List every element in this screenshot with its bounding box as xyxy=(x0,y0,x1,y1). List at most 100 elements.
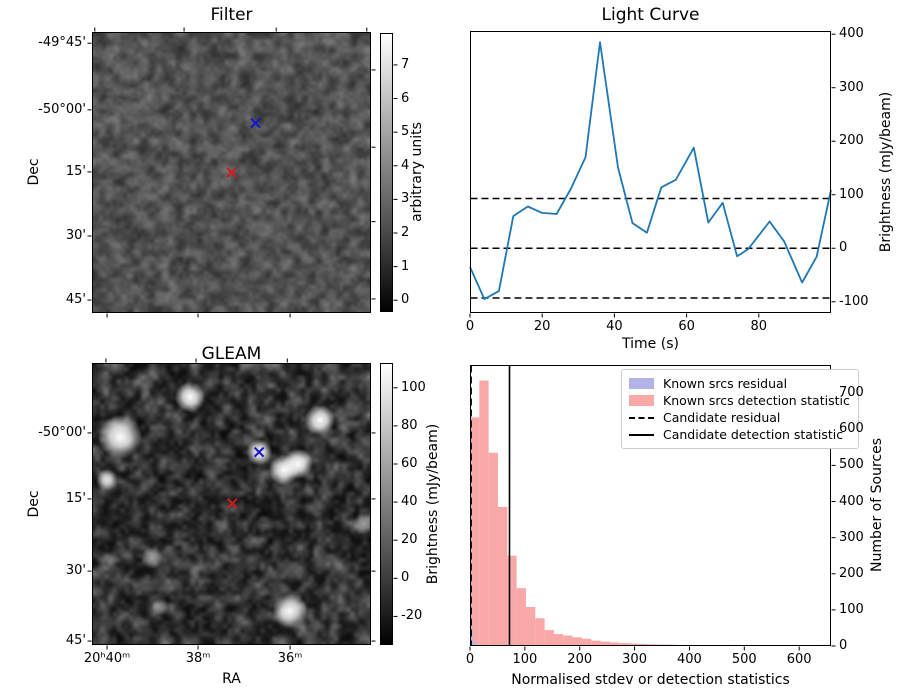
histogram-bar xyxy=(637,643,648,646)
lightcurve-xlabel: Time (s) xyxy=(622,336,679,352)
tick-label: 60 xyxy=(401,455,418,471)
histogram-frame xyxy=(470,365,831,646)
tick-label: 40 xyxy=(606,319,623,334)
tick-label: 200 xyxy=(839,565,864,581)
filter-title: Filter xyxy=(210,5,253,25)
histogram-bar xyxy=(470,627,473,646)
tick-label: 6 xyxy=(401,90,410,106)
tick-label: 80 xyxy=(401,417,418,433)
tick-label: 100 xyxy=(839,186,864,202)
legend: Known srcs residual Known srcs detection… xyxy=(621,369,859,449)
tick-label: 300 xyxy=(839,529,864,545)
tick-label: -50°00' xyxy=(38,424,86,440)
tick-label: 15' xyxy=(65,490,86,506)
histogram-bar xyxy=(516,588,526,646)
tick-label: 600 xyxy=(839,421,864,437)
tick-label: 1 xyxy=(401,258,410,274)
tick-label: 30' xyxy=(65,228,86,243)
gleam-colorbar xyxy=(380,363,393,645)
x-marker xyxy=(253,446,265,458)
candidate-detection-statistic-solid-line-swatch xyxy=(629,433,654,436)
tick-label: 0 xyxy=(465,319,475,334)
histogram-bar xyxy=(553,634,564,646)
tick-label: 2 xyxy=(401,225,410,240)
gleam-xlabel: RA xyxy=(222,671,241,687)
tick-label: 80 xyxy=(750,319,768,334)
tick-label: 45' xyxy=(65,633,86,649)
legend-label: Known srcs detection statistic xyxy=(663,393,850,408)
tick-label: 4 xyxy=(401,157,410,173)
tick-label: 300 xyxy=(839,79,864,95)
histogram-bar xyxy=(581,638,592,646)
legend-label: Candidate residual xyxy=(663,410,781,425)
legend-item-known-srcs-residual: Known srcs residual xyxy=(629,375,850,392)
histogram-bar xyxy=(488,452,498,646)
lightcurve-ylabel: Brightness (mJy/beam) xyxy=(878,91,894,253)
lightcurve-title: Light Curve xyxy=(601,5,700,25)
known-srcs-residual-swatch xyxy=(629,378,654,389)
histogram-bar xyxy=(470,417,480,646)
tick-label: 5 xyxy=(401,124,410,140)
tick-label: 500 xyxy=(839,457,864,473)
tick-label: 100 xyxy=(401,379,426,395)
histogram-bar xyxy=(535,618,545,646)
histogram-bar xyxy=(525,606,536,646)
tick-label: 30' xyxy=(65,563,86,579)
tick-label: -50°00' xyxy=(38,101,86,117)
tick-label: 0 xyxy=(839,240,848,256)
tick-label: 0 xyxy=(401,570,410,586)
tick-label: 20 xyxy=(401,532,418,548)
legend-item-known-srcs-detection-statistic: Known srcs detection statistic xyxy=(629,392,850,409)
histogram-bar xyxy=(479,380,489,646)
tick-label: 45' xyxy=(65,292,86,308)
histogram-bar xyxy=(544,630,554,646)
tick-label: 38ᵐ xyxy=(185,651,211,666)
filter-colorbar xyxy=(380,33,393,312)
histogram-bar xyxy=(591,640,601,646)
tick-label: -49°45' xyxy=(38,35,86,51)
histogram-bar xyxy=(609,642,620,646)
tick-label: 600 xyxy=(786,652,812,667)
known-srcs-detection-statistic-swatch xyxy=(629,395,654,406)
tick-label: 7 xyxy=(401,56,410,72)
tick-label: 400 xyxy=(677,652,702,667)
histogram-xlabel: Normalised stdev or detection statistics xyxy=(511,672,790,688)
histogram-bar xyxy=(628,643,638,646)
legend-item-candidate-detection-statistic: Candidate detection statistic xyxy=(629,426,850,443)
tick-label: 20 xyxy=(533,319,551,334)
tick-label: 36ᵐ xyxy=(277,651,303,666)
tick-label: -20 xyxy=(401,608,423,624)
lightcurve-frame xyxy=(470,31,831,313)
histogram-bar xyxy=(619,643,629,646)
legend-item-candidate-residual: Candidate residual xyxy=(629,409,850,426)
x-marker xyxy=(227,498,238,509)
tick-label: -100 xyxy=(839,293,869,309)
histogram-bar xyxy=(600,641,610,646)
x-marker xyxy=(250,117,261,129)
tick-label: 400 xyxy=(839,26,864,42)
tick-label: 400 xyxy=(839,493,864,509)
tick-label: 200 xyxy=(839,133,864,149)
candidate-residual-dashed-line-swatch xyxy=(629,416,654,419)
histogram-bar xyxy=(472,641,476,646)
histogram-bar xyxy=(563,635,573,646)
tick-label: 60 xyxy=(678,319,695,334)
legend-label: Known srcs residual xyxy=(663,376,788,391)
histogram-bar xyxy=(507,555,517,646)
tick-label: 300 xyxy=(622,652,647,667)
tick-label: 0 xyxy=(839,638,848,653)
lightcurve-line xyxy=(469,41,832,301)
histogram-bar xyxy=(572,637,582,646)
tick-label: 200 xyxy=(567,652,593,667)
tick-label: 500 xyxy=(731,652,757,667)
tick-label: 100 xyxy=(839,601,864,617)
x-marker xyxy=(226,167,237,178)
tick-label: 20ʰ40ᵐ xyxy=(83,651,131,666)
tick-label: 700 xyxy=(839,385,864,401)
tick-label: 3 xyxy=(401,191,410,207)
tick-label: 100 xyxy=(512,652,538,667)
tick-label: 40 xyxy=(401,494,418,510)
legend-label: Candidate detection statistic xyxy=(663,427,844,442)
